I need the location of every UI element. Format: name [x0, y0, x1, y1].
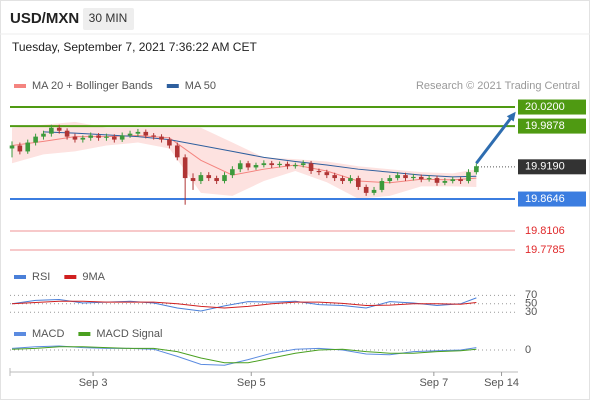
y-tick-label: 70: [525, 289, 537, 301]
legend-label: MA 20 + Bollinger Bands: [32, 80, 153, 92]
candle-body: [17, 145, 23, 152]
candle-body: [418, 176, 424, 180]
candle-body: [96, 135, 101, 138]
candle-body: [450, 179, 456, 182]
level-label: 19.7785: [525, 244, 565, 256]
indicator-line: [11, 345, 477, 366]
candle-body: [190, 178, 196, 182]
level-label: 19.8106: [525, 225, 565, 237]
indicator-line: [11, 346, 477, 364]
candle-body: [285, 163, 290, 167]
x-tick-label: Sep 7: [419, 377, 448, 389]
ma-line: [43, 131, 477, 178]
datetime: Tuesday, September 7, 2021 7:36:22 AM CE…: [12, 40, 257, 54]
candle-body: [395, 175, 400, 179]
candle-body: [33, 136, 38, 143]
x-tick-label: Sep 14: [484, 377, 519, 389]
candle-body: [363, 186, 369, 193]
candle-body: [277, 163, 282, 166]
candle-body: [182, 157, 188, 179]
candle-body: [300, 163, 306, 166]
candle-body: [426, 178, 432, 180]
level-label: 19.9878: [525, 120, 565, 132]
candle-body: [411, 176, 416, 179]
candle-body: [379, 181, 385, 190]
candle-body: [72, 136, 78, 140]
indicator-line: [11, 300, 477, 309]
legend-label: 9MA: [82, 271, 105, 283]
level-box: [518, 99, 586, 115]
candle-body: [167, 139, 172, 146]
candle-body: [206, 175, 212, 179]
indicator-line: [11, 297, 477, 312]
credit: Research © 2021 Trading Central: [416, 80, 580, 92]
candle-body: [64, 130, 70, 137]
level-box: [518, 118, 586, 134]
candle-body: [9, 145, 15, 149]
candle-body: [151, 135, 156, 137]
candle-body: [127, 133, 133, 136]
level-box: [518, 191, 586, 207]
candle-body: [261, 163, 267, 166]
candle-body: [474, 166, 479, 173]
candle-body: [88, 135, 94, 138]
candle-body: [41, 133, 46, 137]
candle-body: [112, 136, 117, 140]
legend-label: MA 50: [185, 80, 216, 92]
candle-body: [269, 163, 275, 166]
candle-body: [174, 145, 180, 158]
legend-label: MACD: [32, 328, 64, 340]
arrow-head: [506, 111, 516, 122]
timeframe: 30 MIN: [89, 11, 128, 25]
candle-body: [214, 178, 219, 182]
candle-body: [159, 136, 164, 140]
candle-body: [230, 169, 235, 176]
pair-title: USD/MXN: [10, 10, 79, 27]
candle-body: [355, 178, 361, 187]
y-tick-label: 0: [525, 344, 531, 356]
candle-body: [25, 142, 31, 152]
candle-body: [143, 131, 149, 136]
candle-body: [237, 163, 243, 170]
candle-body: [466, 172, 471, 182]
candle-body: [198, 175, 204, 182]
candle-body: [332, 175, 337, 179]
candle-body: [245, 163, 251, 168]
level-label: 20.0200: [525, 101, 565, 113]
candle-body: [387, 178, 393, 182]
candle-body: [119, 135, 125, 140]
legend-label: RSI: [32, 271, 50, 283]
x-tick-label: Sep 3: [79, 377, 108, 389]
candle-body: [371, 189, 377, 193]
candle-body: [458, 179, 463, 182]
candle-body: [253, 165, 259, 168]
candle-body: [434, 178, 440, 183]
candle-body: [135, 131, 141, 134]
legend-label: MACD Signal: [96, 328, 162, 340]
level-box: [518, 159, 586, 175]
candle-body: [293, 165, 298, 167]
level-label: 19.8646: [525, 193, 565, 205]
timeframe-box: [83, 8, 134, 30]
candle-body: [222, 175, 227, 182]
candle-body: [340, 178, 345, 182]
level-label: 19.9190: [525, 161, 565, 173]
y-tick-label: 50: [525, 298, 537, 310]
forecast-arrow: [475, 115, 514, 165]
candle-body: [104, 136, 109, 138]
candle-body: [442, 181, 448, 183]
y-tick-label: 30: [525, 306, 537, 318]
candle-body: [308, 163, 314, 171]
candle-body: [348, 178, 353, 182]
candle-body: [80, 137, 86, 140]
candle-body: [56, 127, 62, 131]
candle-body: [403, 175, 408, 179]
candle-body: [49, 127, 54, 134]
candle-body: [324, 172, 330, 176]
candle-body: [316, 170, 322, 173]
x-tick-label: Sep 5: [237, 377, 266, 389]
